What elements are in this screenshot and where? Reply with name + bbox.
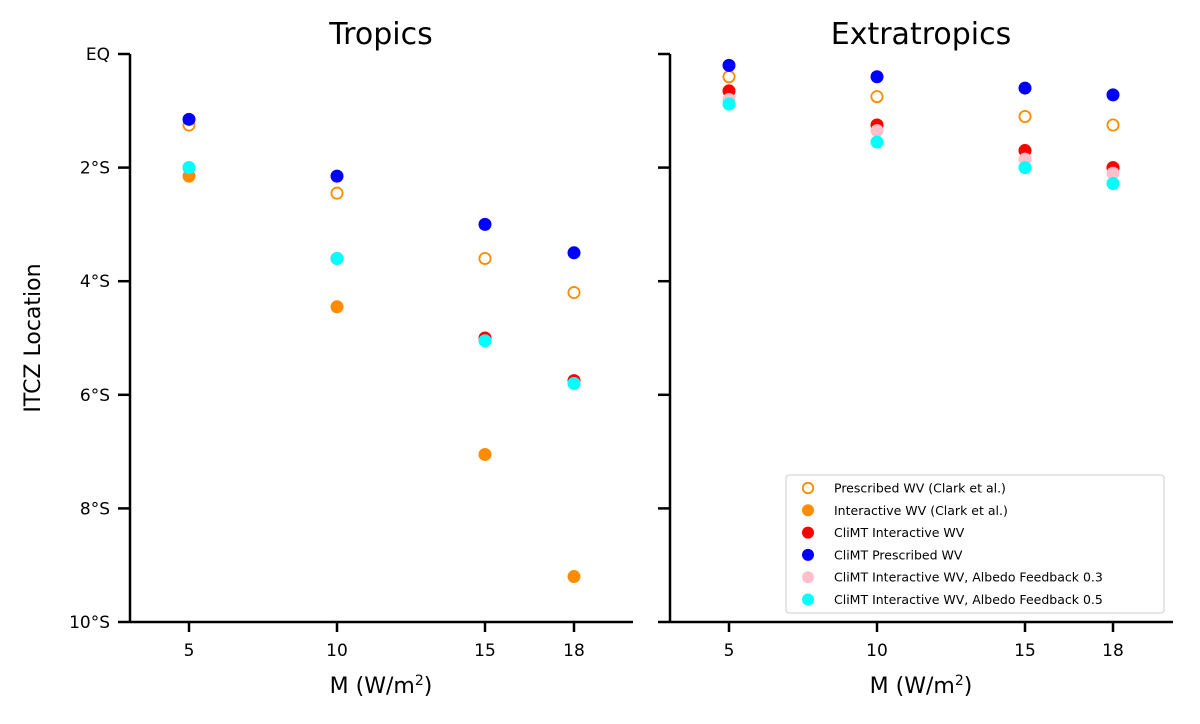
tropics-panel: Tropics EQ 2°S 4°S 6°S 8°S 10°S 5 10 15 18 M (W/… [21, 17, 633, 699]
legend-label: CliMT Interactive WV [834, 525, 965, 540]
x-tick-label: 18 [1102, 641, 1124, 661]
data-point [1018, 161, 1032, 175]
data-point [478, 217, 492, 231]
data-point [870, 135, 884, 149]
legend-frame [785, 474, 1165, 614]
data-point [478, 447, 492, 461]
y-axis-label: ITCZ Location [21, 263, 46, 412]
x-tick-label: 5 [184, 641, 195, 661]
extratropics-panel: Extratropics 5 10 15 18 M (W/m2) [658, 17, 1173, 699]
tropics-x-label: M (W/m2) [330, 673, 433, 699]
legend: Prescribed WV (Clark et al.) Interactive … [785, 474, 1165, 614]
x-tick-label: 15 [474, 641, 496, 661]
y-tick-label: 4°S [80, 272, 110, 292]
data-point [1106, 166, 1120, 180]
data-point [1018, 81, 1032, 95]
legend-marker [801, 481, 815, 495]
x-tick-label: 10 [326, 641, 348, 661]
legend-marker [802, 504, 814, 517]
legend-marker [802, 526, 814, 539]
data-point [1106, 118, 1120, 132]
data-point [567, 246, 581, 260]
legend-marker [802, 593, 814, 606]
data-point [478, 334, 492, 348]
data-point [1018, 109, 1032, 123]
data-point [1106, 88, 1120, 102]
data-point [330, 251, 344, 265]
x-tick-label: 15 [1014, 641, 1036, 661]
data-point [567, 570, 581, 584]
y-tick-label: 8°S [80, 499, 110, 519]
y-tick-label: 2°S [80, 159, 110, 179]
x-tick-label: 5 [724, 641, 735, 661]
data-point [1106, 177, 1120, 191]
data-point [567, 286, 581, 300]
data-point [870, 124, 884, 138]
data-point [330, 169, 344, 183]
legend-marker [802, 548, 814, 561]
data-point [182, 112, 196, 126]
data-point [567, 376, 581, 390]
data-point [182, 161, 196, 175]
data-point [870, 70, 884, 84]
legend-label: Prescribed WV (Clark et al.) [834, 481, 1006, 496]
y-tick-label: 10°S [69, 613, 110, 633]
data-point [330, 300, 344, 314]
y-tick-label: EQ [86, 45, 110, 65]
extratropics-title: Extratropics [831, 17, 1011, 52]
y-tick-label: 6°S [80, 386, 110, 406]
data-point [478, 251, 492, 265]
legend-label: Interactive WV (Clark et al.) [834, 503, 1008, 518]
x-tick-label: 10 [866, 641, 888, 661]
data-point [722, 70, 736, 84]
data-point [870, 90, 884, 104]
data-point [330, 186, 344, 200]
legend-label: CliMT Prescribed WV [834, 547, 963, 562]
tropics-title: Tropics [328, 17, 432, 52]
x-tick-label: 18 [563, 641, 585, 661]
extratropics-x-label: M (W/m2) [870, 673, 973, 699]
legend-label: CliMT Interactive WV, Albedo Feedback 0.… [834, 570, 1103, 585]
data-point [722, 58, 736, 72]
legend-label: CliMT Interactive WV, Albedo Feedback 0.… [834, 592, 1103, 607]
data-point [722, 97, 736, 111]
legend-marker [802, 571, 814, 584]
